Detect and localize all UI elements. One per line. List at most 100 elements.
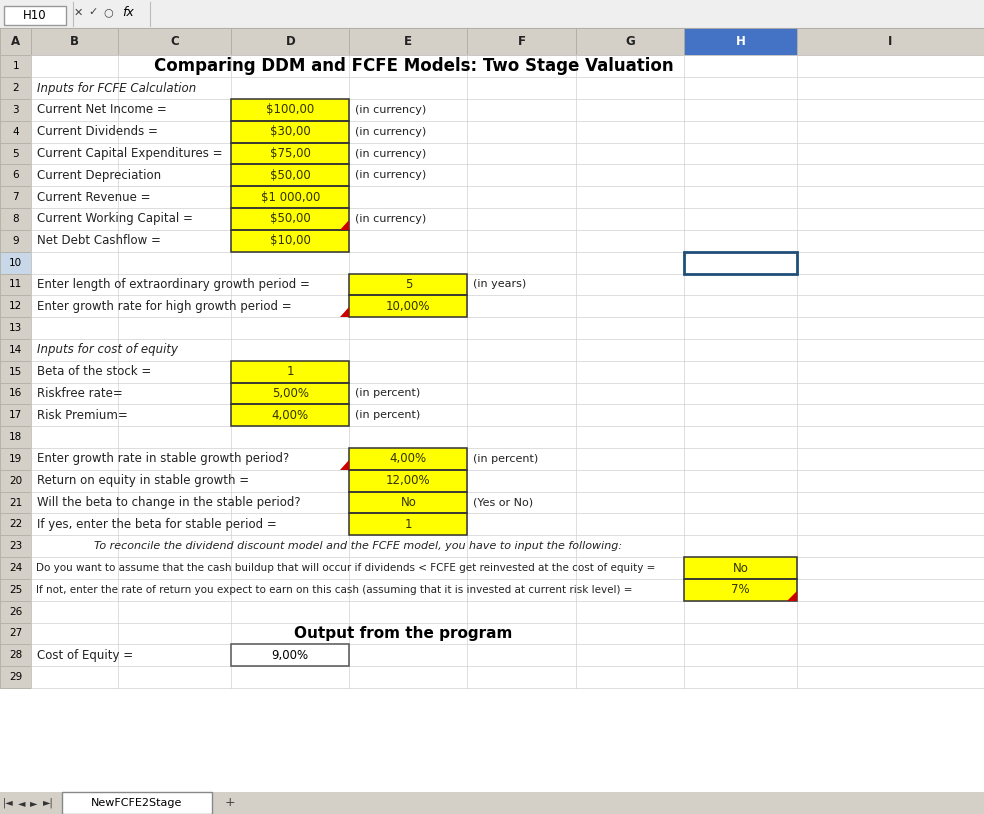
Bar bbox=[0, 186, 31, 208]
Text: ►: ► bbox=[31, 798, 37, 808]
Text: (in currency): (in currency) bbox=[355, 105, 427, 115]
Bar bbox=[31, 28, 118, 55]
Bar bbox=[231, 230, 349, 252]
Text: 3: 3 bbox=[13, 105, 19, 115]
Text: 1: 1 bbox=[404, 518, 412, 531]
Bar bbox=[0, 142, 31, 164]
Bar bbox=[231, 208, 349, 230]
Bar bbox=[0, 208, 31, 230]
Text: +: + bbox=[224, 797, 235, 809]
Text: 4: 4 bbox=[13, 127, 19, 137]
Bar bbox=[231, 28, 349, 55]
Text: 7%: 7% bbox=[731, 584, 750, 597]
Text: 1: 1 bbox=[13, 61, 19, 72]
Text: Current Revenue =: Current Revenue = bbox=[37, 190, 151, 204]
Polygon shape bbox=[339, 460, 349, 470]
Text: Current Dividends =: Current Dividends = bbox=[37, 125, 158, 138]
Text: 6: 6 bbox=[13, 170, 19, 181]
Bar bbox=[0, 792, 984, 814]
Bar bbox=[0, 164, 31, 186]
Text: Current Capital Expenditures =: Current Capital Expenditures = bbox=[37, 147, 223, 160]
Text: Will the beta to change in the stable period?: Will the beta to change in the stable pe… bbox=[37, 496, 301, 509]
Text: $10,00: $10,00 bbox=[270, 234, 311, 247]
Bar bbox=[0, 317, 31, 339]
Text: $100,00: $100,00 bbox=[266, 103, 315, 116]
Bar bbox=[0, 28, 984, 55]
Bar bbox=[0, 427, 31, 448]
Bar bbox=[0, 99, 31, 120]
Bar bbox=[231, 361, 349, 383]
Bar bbox=[0, 645, 31, 666]
Text: $30,00: $30,00 bbox=[270, 125, 311, 138]
Bar bbox=[0, 645, 31, 666]
Bar bbox=[349, 492, 467, 514]
Bar bbox=[349, 514, 467, 536]
Bar bbox=[0, 77, 31, 99]
Text: Net Debt Cashflow =: Net Debt Cashflow = bbox=[37, 234, 161, 247]
Bar bbox=[0, 99, 31, 120]
Text: 13: 13 bbox=[9, 323, 23, 333]
Text: No: No bbox=[732, 562, 749, 575]
Bar bbox=[349, 28, 467, 55]
Bar bbox=[231, 361, 349, 383]
Text: D: D bbox=[285, 35, 295, 48]
Bar bbox=[231, 99, 349, 120]
Text: 5,00%: 5,00% bbox=[272, 387, 309, 400]
Text: 14: 14 bbox=[9, 345, 23, 355]
Text: (in currency): (in currency) bbox=[355, 170, 427, 181]
Text: (in currency): (in currency) bbox=[355, 127, 427, 137]
Bar bbox=[231, 164, 349, 186]
Bar bbox=[684, 252, 797, 274]
Text: 11: 11 bbox=[9, 279, 23, 290]
Text: Enter length of extraordinary growth period =: Enter length of extraordinary growth per… bbox=[37, 278, 310, 291]
Bar bbox=[0, 0, 984, 28]
Text: 20: 20 bbox=[9, 475, 23, 486]
Text: 18: 18 bbox=[9, 432, 23, 442]
Text: 28: 28 bbox=[9, 650, 23, 660]
Bar bbox=[684, 579, 797, 601]
Text: 15: 15 bbox=[9, 366, 23, 377]
Text: To reconcile the dividend discount model and the FCFE model, you have to input t: To reconcile the dividend discount model… bbox=[93, 541, 622, 551]
Bar bbox=[349, 448, 467, 470]
Bar bbox=[0, 361, 31, 383]
Text: $50,00: $50,00 bbox=[270, 168, 311, 182]
Text: Current Net Income =: Current Net Income = bbox=[37, 103, 167, 116]
Bar bbox=[231, 645, 349, 666]
Text: 22: 22 bbox=[9, 519, 23, 529]
Bar bbox=[0, 448, 31, 470]
Polygon shape bbox=[339, 308, 349, 317]
Bar bbox=[0, 186, 31, 208]
Bar bbox=[0, 208, 31, 230]
Bar bbox=[0, 601, 31, 623]
Text: Output from the program: Output from the program bbox=[294, 626, 513, 641]
Bar bbox=[0, 492, 31, 514]
Bar bbox=[0, 339, 31, 361]
Text: Cost of Equity =: Cost of Equity = bbox=[37, 649, 134, 662]
Bar bbox=[0, 230, 31, 252]
Text: Current Depreciation: Current Depreciation bbox=[37, 168, 161, 182]
Text: (in currency): (in currency) bbox=[355, 148, 427, 159]
Bar bbox=[0, 427, 31, 448]
Text: 12: 12 bbox=[9, 301, 23, 311]
Bar bbox=[0, 623, 31, 645]
Bar bbox=[684, 28, 797, 55]
Bar bbox=[576, 28, 684, 55]
Bar bbox=[0, 120, 31, 142]
Bar bbox=[0, 514, 31, 536]
Polygon shape bbox=[787, 591, 797, 601]
Bar bbox=[0, 164, 31, 186]
Text: |◄: |◄ bbox=[3, 798, 14, 808]
Bar bbox=[0, 274, 31, 295]
Bar bbox=[0, 339, 31, 361]
Bar bbox=[31, 55, 984, 688]
Text: Risk Premium=: Risk Premium= bbox=[37, 409, 128, 422]
Text: 12,00%: 12,00% bbox=[386, 475, 431, 488]
Text: 9: 9 bbox=[13, 236, 19, 246]
Bar bbox=[349, 448, 467, 470]
Text: If yes, enter the beta for stable period =: If yes, enter the beta for stable period… bbox=[37, 518, 277, 531]
Text: 10,00%: 10,00% bbox=[386, 300, 431, 313]
Bar bbox=[0, 55, 31, 77]
Bar bbox=[0, 383, 31, 405]
Polygon shape bbox=[339, 220, 349, 230]
Text: B: B bbox=[70, 35, 80, 48]
